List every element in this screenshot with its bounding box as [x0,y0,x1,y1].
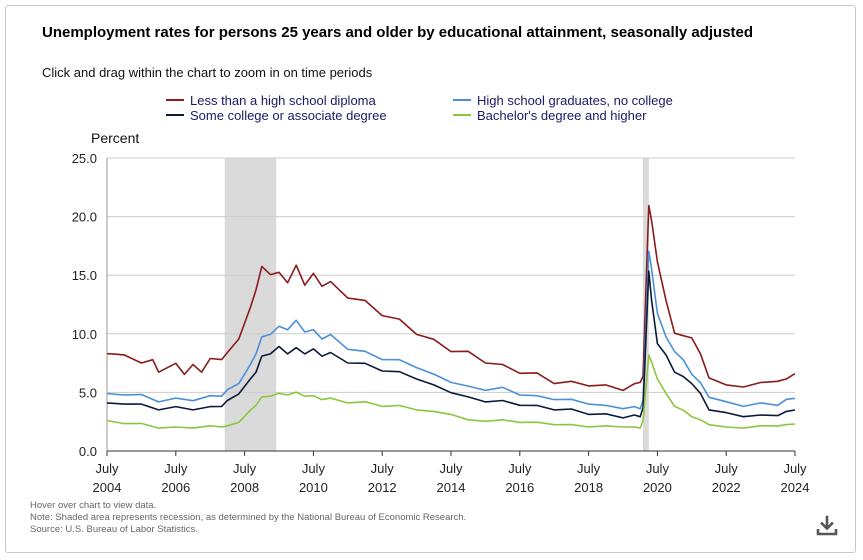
x-tick-year: 2006 [161,480,190,495]
x-tick-year: 2022 [712,480,741,495]
x-tick-year: 2012 [368,480,397,495]
chart-frame [5,5,856,553]
footer-hover-note: Hover over chart to view data. [30,500,157,511]
legend-swatch [453,114,471,116]
y-tick-label: 5.0 [79,385,97,400]
x-tick-year: 2024 [781,480,810,495]
x-tick-year: 2016 [505,480,534,495]
legend: Less than a high school diploma High sch… [0,92,863,124]
legend-swatch [166,99,184,101]
x-tick-month: July [302,461,326,476]
legend-label: Some college or associate degree [190,107,387,123]
y-tick-label: 20.0 [72,210,97,225]
x-tick-year: 2018 [574,480,603,495]
series-line-less-than-hs[interactable] [106,204,796,392]
chart-title: Unemployment rates for persons 25 years … [42,24,754,41]
series-line-hs-grad[interactable] [106,250,796,410]
x-tick-month: July [577,461,601,476]
x-tick-month: July [508,461,532,476]
x-tick-month: July [95,461,119,476]
legend-item-hs-grad[interactable]: High school graduates, no college [453,92,673,108]
x-tick-month: July [233,461,257,476]
x-tick-year: 2020 [643,480,672,495]
x-tick-year: 2004 [93,480,122,495]
footer-recession-note: Note: Shaded area represents recession, … [30,512,467,523]
x-tick-month: July [715,461,739,476]
x-tick-month: July [439,461,463,476]
series-line-some-college[interactable] [106,270,796,419]
y-tick-label: 10.0 [72,327,97,342]
recession-bands [224,158,649,451]
legend-swatch [166,114,184,116]
footer-source: Source: U.S. Bureau of Labor Statistics. [30,524,198,535]
download-icon [816,515,838,536]
legend-label: Less than a high school diploma [190,92,376,108]
x-tick-month: July [646,461,670,476]
legend-item-less-than-hs[interactable]: Less than a high school diploma [166,92,376,108]
legend-item-bachelors[interactable]: Bachelor's degree and higher [453,107,646,123]
footer: Hover over chart to view data. Note: Sha… [30,500,466,536]
legend-swatch [453,99,471,101]
x-axis: July 2004 July 2006 July 2008 July 2010 July 2012… [93,451,810,495]
x-tick-year: 2014 [437,480,466,495]
recession-band [224,158,277,451]
chart-subtitle: Click and drag within the chart to zoom … [42,65,373,80]
series-lines[interactable] [106,204,796,429]
legend-label: Bachelor's degree and higher [477,107,647,123]
line-chart[interactable]: Percent 0.05.010.015.020.025.0 July2004J… [0,0,863,500]
x-tick-month: July [783,461,807,476]
x-tick-month: July [371,461,395,476]
x-tick-month: July [164,461,188,476]
y-axis-label: Percent [91,130,139,146]
legend-item-some-college[interactable]: Some college or associate degree [166,107,387,123]
y-tick-label: 0.0 [79,444,97,459]
x-tick-year: 2008 [230,480,259,495]
y-tick-label: 15.0 [72,268,97,283]
legend-label: High school graduates, no college [477,92,673,108]
x-tick-year: 2010 [299,480,328,495]
y-tick-label: 25.0 [72,151,97,166]
series-line-bachelors[interactable] [106,354,796,429]
y-axis: 0.0 5.0 10.0 15.0 20.0 25.0 [72,151,97,459]
download-button[interactable] [815,514,839,538]
